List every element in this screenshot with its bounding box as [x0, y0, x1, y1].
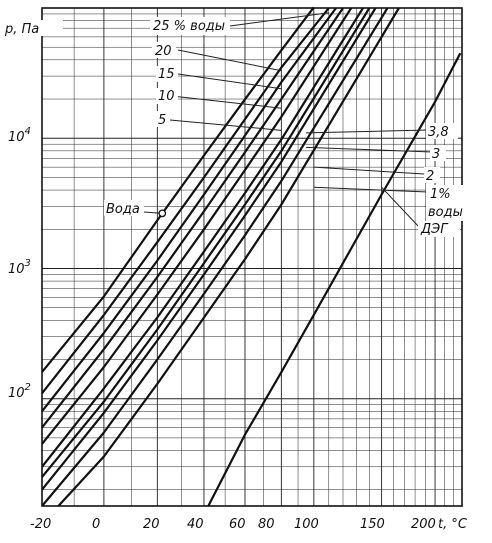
series-line-7 — [41, 7, 377, 491]
series-label-1-line2: воды — [428, 205, 463, 220]
y-tick-exp: 3 — [25, 258, 31, 269]
series-label-20: 20 — [155, 44, 172, 59]
series-line-1 — [41, 7, 330, 394]
series-label-water: Вода — [106, 202, 140, 217]
series-label-25: 25 % воды — [153, 19, 225, 34]
svg-text:104: 104 — [8, 126, 31, 145]
x-tick-label: 100 — [294, 517, 319, 532]
callout-lines — [143, 12, 433, 229]
label-bg — [418, 221, 460, 237]
series-line-0 — [41, 6, 315, 373]
series-line-8 — [41, 7, 389, 507]
series-line-2 — [41, 7, 337, 412]
label-bg — [150, 17, 230, 35]
y-tick-exp: 4 — [25, 126, 31, 137]
label-bg — [430, 145, 446, 161]
label-bg — [104, 200, 144, 216]
series-label-3: 3 — [432, 147, 440, 162]
callout-line — [229, 12, 329, 27]
callout-line — [177, 49, 282, 72]
y-axis-unit: p, Па — [4, 22, 39, 37]
x-tick-label: 150 — [360, 517, 385, 532]
y-tick-label-1e3: 103 — [3, 256, 41, 278]
y-tick-base: 10 — [8, 386, 25, 401]
series-label-2: 2 — [426, 169, 434, 184]
svg-text:103: 103 — [8, 258, 31, 277]
x-tick-label: 20 — [143, 517, 160, 532]
x-tick-label: 40 — [187, 517, 204, 532]
label-bg — [152, 42, 176, 58]
plot-frame — [41, 7, 463, 507]
water-point-marker — [158, 209, 167, 218]
callout-line — [313, 166, 425, 175]
label-bg — [156, 111, 170, 127]
callout-line — [177, 73, 282, 90]
x-tick-label: 200 — [411, 517, 436, 532]
series-label-15: 15 — [158, 67, 175, 82]
callout-line — [306, 129, 429, 134]
series-line-6 — [41, 7, 371, 478]
callout-line — [306, 146, 433, 153]
svg-text:102: 102 — [8, 382, 31, 401]
series-label-10: 10 — [158, 89, 175, 104]
callout-line — [169, 119, 282, 131]
series-line-9 — [57, 7, 400, 507]
callout-line — [171, 95, 282, 109]
series-label-deg: ДЭГ — [420, 222, 449, 237]
series-label-5: 5 — [158, 113, 166, 128]
y-unit-bg — [3, 20, 63, 36]
callout-line — [313, 186, 429, 193]
label-bg — [424, 167, 440, 183]
series-line-10 — [207, 52, 462, 507]
series-lines — [41, 6, 462, 507]
y-tick-base: 10 — [8, 262, 25, 277]
label-bg — [156, 66, 178, 82]
x-tick-label: 0 — [92, 517, 100, 532]
x-axis-unit: t, °C — [438, 517, 468, 532]
x-tick-label: -20 — [30, 517, 51, 532]
y-tick-base: 10 — [8, 130, 25, 145]
label-bg — [156, 88, 178, 104]
x-tick-label: 80 — [258, 517, 275, 532]
y-tick-exp: 2 — [25, 382, 31, 393]
series-label-1-line1: 1% — [430, 187, 451, 202]
y-tick-label-1e4: 104 — [3, 124, 41, 146]
series-line-5 — [41, 7, 364, 468]
series-line-4 — [41, 7, 353, 445]
label-bg — [426, 185, 466, 221]
series-line-3 — [41, 7, 344, 429]
y-tick-label-1e2: 102 — [3, 380, 41, 402]
series-label-3-8: 3,8 — [428, 125, 449, 140]
callout-line — [381, 186, 421, 229]
label-bg — [426, 123, 458, 139]
x-tick-label: 60 — [229, 517, 246, 532]
